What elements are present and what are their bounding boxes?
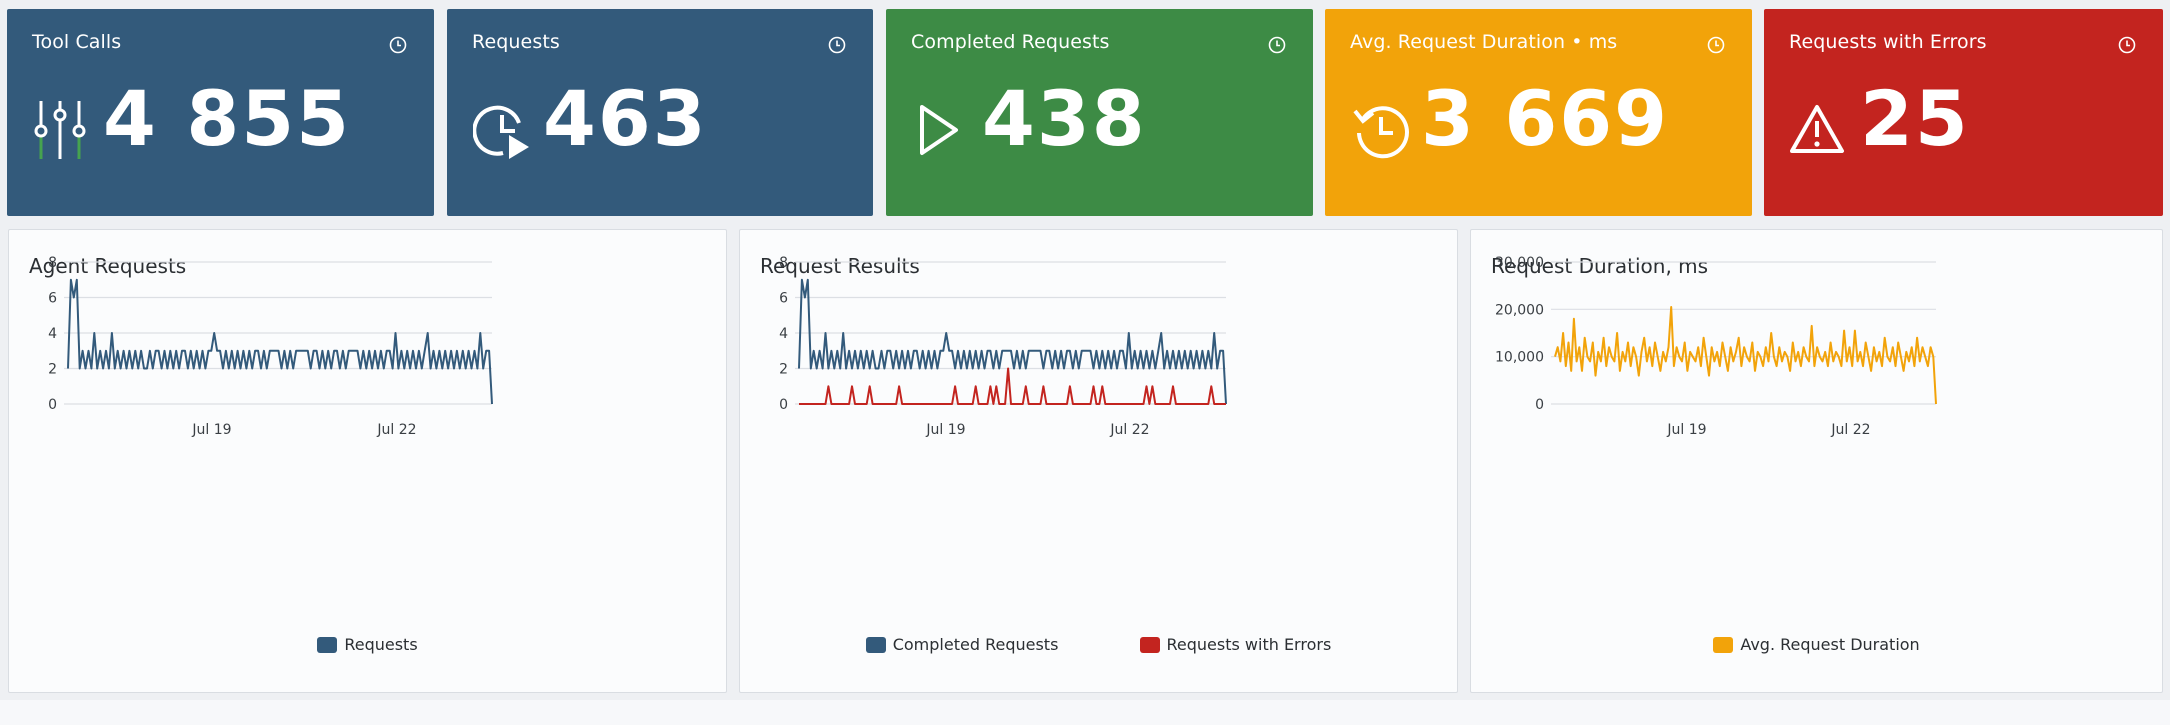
- y-tick-label: 20,000: [1495, 302, 1544, 318]
- y-tick-label: 2: [48, 362, 57, 378]
- y-tick-label: 6: [48, 291, 57, 307]
- legend-item-completed-requests[interactable]: Completed Requests: [865, 635, 1059, 654]
- legend-item-avg-request-duration[interactable]: Avg. Request Duration: [1713, 635, 1920, 654]
- x-tick-label: Jul 22: [376, 422, 416, 438]
- bottom-strip: [0, 700, 2170, 725]
- panel-request-results: Request Results 0 2 4 6 8 Jul 19 Jul 22 Comple…: [739, 229, 1458, 693]
- series-line-requests[interactable]: [67, 278, 493, 405]
- kpi-value: 438: [982, 74, 1147, 163]
- kpi-value: 463: [543, 74, 708, 163]
- kpi-requests-with-errors[interactable]: Requests with Errors 25: [1764, 9, 2163, 216]
- kpi-title: Requests: [472, 31, 560, 53]
- y-tick-label: 0: [48, 397, 57, 413]
- y-tick-label: 2: [779, 362, 788, 378]
- clock-icon[interactable]: [1267, 35, 1287, 55]
- panel-title: Request Duration, ms: [1491, 254, 1709, 278]
- y-tick-label: 8: [779, 255, 788, 271]
- series-line-completed-requests[interactable]: [798, 278, 1227, 405]
- legend-label: Requests with Errors: [1166, 635, 1332, 654]
- request-results-chart[interactable]: 0 2 4 6 8 Jul 19 Jul 22: [740, 230, 1459, 630]
- kpi-title: Completed Requests: [911, 31, 1110, 53]
- legend-label: Avg. Request Duration: [1740, 635, 1920, 654]
- legend-swatch: [1139, 637, 1160, 653]
- y-tick-label: 0: [779, 397, 788, 413]
- chart-legend: Completed Requests Requests with Errors: [740, 635, 1457, 654]
- panel-agent-requests: Agent Requests 0 2 4 6 8 Jul 19 Jul 22 Request…: [8, 229, 727, 693]
- panel-title: Agent Requests: [29, 254, 187, 278]
- legend-label: Requests: [344, 635, 418, 654]
- clock-icon[interactable]: [827, 35, 847, 55]
- x-tick-label: Jul 22: [1109, 422, 1149, 438]
- y-tick-label: 0: [1535, 397, 1544, 413]
- kpi-title: Requests with Errors: [1789, 31, 1987, 53]
- kpi-value: 25: [1860, 74, 1970, 163]
- legend-item-requests-with-errors[interactable]: Requests with Errors: [1139, 635, 1332, 654]
- legend-swatch: [865, 637, 886, 653]
- warning-icon: [1790, 105, 1844, 153]
- x-tick-label: Jul 19: [191, 422, 231, 438]
- series-line-requests-with-errors[interactable]: [799, 367, 1226, 405]
- chart-legend: Avg. Request Duration: [1471, 635, 2162, 654]
- legend-item-requests[interactable]: Requests: [317, 635, 418, 654]
- kpi-row: Tool Calls 4 855 Requests 463 Completed …: [7, 9, 2163, 216]
- history-icon: [1353, 106, 1409, 159]
- kpi-requests[interactable]: Requests 463: [447, 9, 873, 216]
- sliders-icon: [34, 101, 86, 159]
- y-tick-label: 8: [48, 255, 57, 271]
- agent-requests-chart[interactable]: 0 2 4 6 8 Jul 19 Jul 22: [9, 230, 728, 630]
- legend-swatch: [317, 637, 338, 653]
- panel-title: Request Results: [760, 254, 920, 278]
- clock-icon[interactable]: [2117, 35, 2137, 55]
- kpi-value: 4 855: [103, 74, 351, 163]
- y-tick-label: 30,000: [1495, 255, 1544, 271]
- play-icon: [920, 105, 958, 155]
- x-tick-label: Jul 19: [1666, 422, 1706, 438]
- y-tick-label: 4: [48, 326, 57, 342]
- y-tick-label: 10,000: [1495, 350, 1544, 366]
- y-tick-label: 4: [779, 326, 788, 342]
- clock-icon[interactable]: [1706, 35, 1726, 55]
- chart-legend: Requests: [9, 635, 726, 654]
- kpi-value: 3 669: [1421, 74, 1669, 163]
- kpi-avg-request-duration[interactable]: Avg. Request Duration • ms 3 669: [1325, 9, 1752, 216]
- kpi-title: Tool Calls: [32, 31, 122, 53]
- kpi-title: Avg. Request Duration • ms: [1350, 31, 1618, 53]
- legend-swatch: [1713, 637, 1734, 653]
- clock-play-icon: [473, 105, 529, 159]
- clock-icon[interactable]: [388, 35, 408, 55]
- legend-label: Completed Requests: [892, 635, 1059, 654]
- x-tick-label: Jul 22: [1830, 422, 1870, 438]
- panel-request-duration: Request Duration, ms 0 10,000 20,000 30,000…: [1470, 229, 2163, 693]
- series-line-avg-request-duration[interactable]: [1554, 306, 1937, 405]
- y-tick-label: 6: [779, 291, 788, 307]
- x-tick-label: Jul 19: [925, 422, 965, 438]
- request-duration-chart[interactable]: 0 10,000 20,000 30,000 Jul 19 Jul 22: [1471, 230, 2164, 630]
- kpi-completed-requests[interactable]: Completed Requests 438: [886, 9, 1313, 216]
- kpi-tool-calls[interactable]: Tool Calls 4 855: [7, 9, 434, 216]
